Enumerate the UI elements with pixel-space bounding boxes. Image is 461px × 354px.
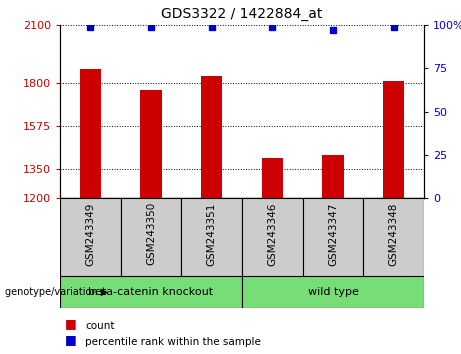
Bar bbox=[322, 155, 344, 198]
Bar bbox=[363, 198, 424, 276]
Bar bbox=[383, 81, 404, 198]
Bar bbox=[242, 276, 424, 308]
Bar bbox=[121, 198, 181, 276]
Text: GSM243347: GSM243347 bbox=[328, 202, 338, 266]
Text: ■: ■ bbox=[65, 333, 80, 346]
Bar bbox=[60, 198, 121, 276]
Bar bbox=[303, 198, 363, 276]
Text: GSM243350: GSM243350 bbox=[146, 202, 156, 266]
Bar bbox=[80, 69, 101, 198]
Bar bbox=[201, 76, 222, 198]
Title: GDS3322 / 1422884_at: GDS3322 / 1422884_at bbox=[161, 7, 323, 21]
Bar bbox=[242, 198, 303, 276]
Bar bbox=[181, 198, 242, 276]
Text: wild type: wild type bbox=[307, 287, 359, 297]
Bar bbox=[60, 276, 242, 308]
Bar bbox=[140, 90, 162, 198]
Text: GSM243349: GSM243349 bbox=[85, 202, 95, 266]
Text: GSM243348: GSM243348 bbox=[389, 202, 399, 266]
Text: genotype/variation ▶: genotype/variation ▶ bbox=[5, 287, 108, 297]
Text: beta-catenin knockout: beta-catenin knockout bbox=[89, 287, 213, 297]
Text: GSM243351: GSM243351 bbox=[207, 202, 217, 266]
Text: count: count bbox=[85, 321, 115, 331]
Text: GSM243346: GSM243346 bbox=[267, 202, 278, 266]
Bar bbox=[262, 158, 283, 198]
Text: ■: ■ bbox=[65, 318, 80, 330]
Text: percentile rank within the sample: percentile rank within the sample bbox=[85, 337, 261, 347]
